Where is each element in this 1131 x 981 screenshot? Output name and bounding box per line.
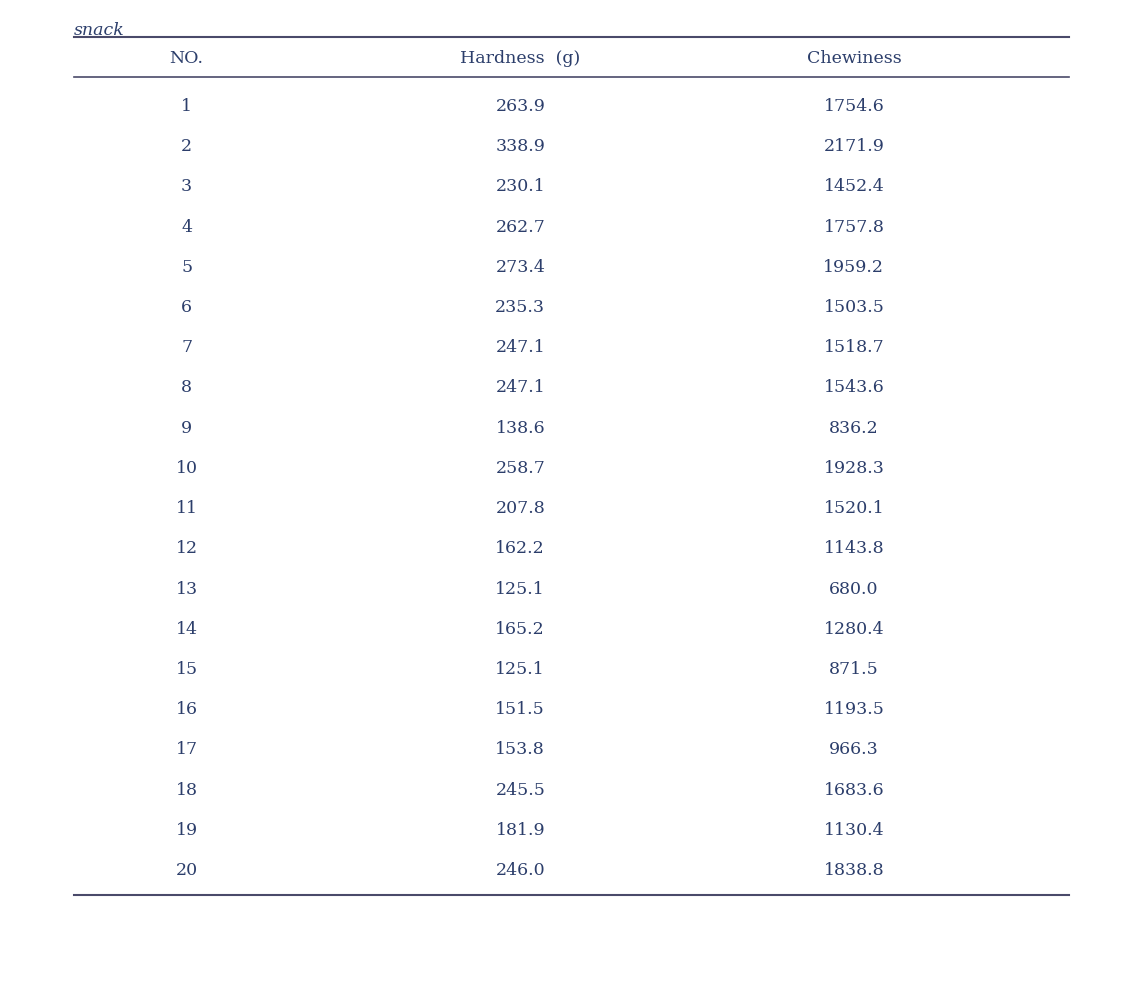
Text: 1130.4: 1130.4 <box>823 822 884 839</box>
Text: 2171.9: 2171.9 <box>823 138 884 155</box>
Text: 7: 7 <box>181 339 192 356</box>
Text: 1518.7: 1518.7 <box>823 339 884 356</box>
Text: 3: 3 <box>181 179 192 195</box>
Text: 235.3: 235.3 <box>495 299 545 316</box>
Text: 1543.6: 1543.6 <box>823 380 884 396</box>
Text: Chewiness: Chewiness <box>806 50 901 68</box>
Text: 6: 6 <box>181 299 192 316</box>
Text: 247.1: 247.1 <box>495 339 545 356</box>
Text: 258.7: 258.7 <box>495 460 545 477</box>
Text: 680.0: 680.0 <box>829 581 879 597</box>
Text: 10: 10 <box>175 460 198 477</box>
Text: 151.5: 151.5 <box>495 701 545 718</box>
Text: 263.9: 263.9 <box>495 98 545 115</box>
Text: 19: 19 <box>175 822 198 839</box>
Text: 125.1: 125.1 <box>495 581 545 597</box>
Text: 16: 16 <box>175 701 198 718</box>
Text: 2: 2 <box>181 138 192 155</box>
Text: 247.1: 247.1 <box>495 380 545 396</box>
Text: 165.2: 165.2 <box>495 621 545 638</box>
Text: 1503.5: 1503.5 <box>823 299 884 316</box>
Text: 1: 1 <box>181 98 192 115</box>
Text: 245.5: 245.5 <box>495 782 545 799</box>
Text: 966.3: 966.3 <box>829 742 879 758</box>
Text: 1928.3: 1928.3 <box>823 460 884 477</box>
Text: 9: 9 <box>181 420 192 437</box>
Text: 138.6: 138.6 <box>495 420 545 437</box>
Text: 1959.2: 1959.2 <box>823 259 884 276</box>
Text: 1757.8: 1757.8 <box>823 219 884 235</box>
Text: 12: 12 <box>175 541 198 557</box>
Text: 1280.4: 1280.4 <box>823 621 884 638</box>
Text: 338.9: 338.9 <box>495 138 545 155</box>
Text: 15: 15 <box>175 661 198 678</box>
Text: snack: snack <box>74 22 124 38</box>
Text: 836.2: 836.2 <box>829 420 879 437</box>
Text: 162.2: 162.2 <box>495 541 545 557</box>
Text: 1683.6: 1683.6 <box>823 782 884 799</box>
Text: 8: 8 <box>181 380 192 396</box>
Text: 1754.6: 1754.6 <box>823 98 884 115</box>
Text: 1193.5: 1193.5 <box>823 701 884 718</box>
Text: 4: 4 <box>181 219 192 235</box>
Text: NO.: NO. <box>170 50 204 68</box>
Text: 18: 18 <box>175 782 198 799</box>
Text: 125.1: 125.1 <box>495 661 545 678</box>
Text: 14: 14 <box>175 621 198 638</box>
Text: 273.4: 273.4 <box>495 259 545 276</box>
Text: 17: 17 <box>175 742 198 758</box>
Text: 207.8: 207.8 <box>495 500 545 517</box>
Text: 1452.4: 1452.4 <box>823 179 884 195</box>
Text: 262.7: 262.7 <box>495 219 545 235</box>
Text: 1143.8: 1143.8 <box>823 541 884 557</box>
Text: 13: 13 <box>175 581 198 597</box>
Text: 230.1: 230.1 <box>495 179 545 195</box>
Text: 11: 11 <box>175 500 198 517</box>
Text: 153.8: 153.8 <box>495 742 545 758</box>
Text: 246.0: 246.0 <box>495 862 545 879</box>
Text: 20: 20 <box>175 862 198 879</box>
Text: 1520.1: 1520.1 <box>823 500 884 517</box>
Text: Hardness  (g): Hardness (g) <box>460 50 580 68</box>
Text: 181.9: 181.9 <box>495 822 545 839</box>
Text: 5: 5 <box>181 259 192 276</box>
Text: 871.5: 871.5 <box>829 661 879 678</box>
Text: 1838.8: 1838.8 <box>823 862 884 879</box>
